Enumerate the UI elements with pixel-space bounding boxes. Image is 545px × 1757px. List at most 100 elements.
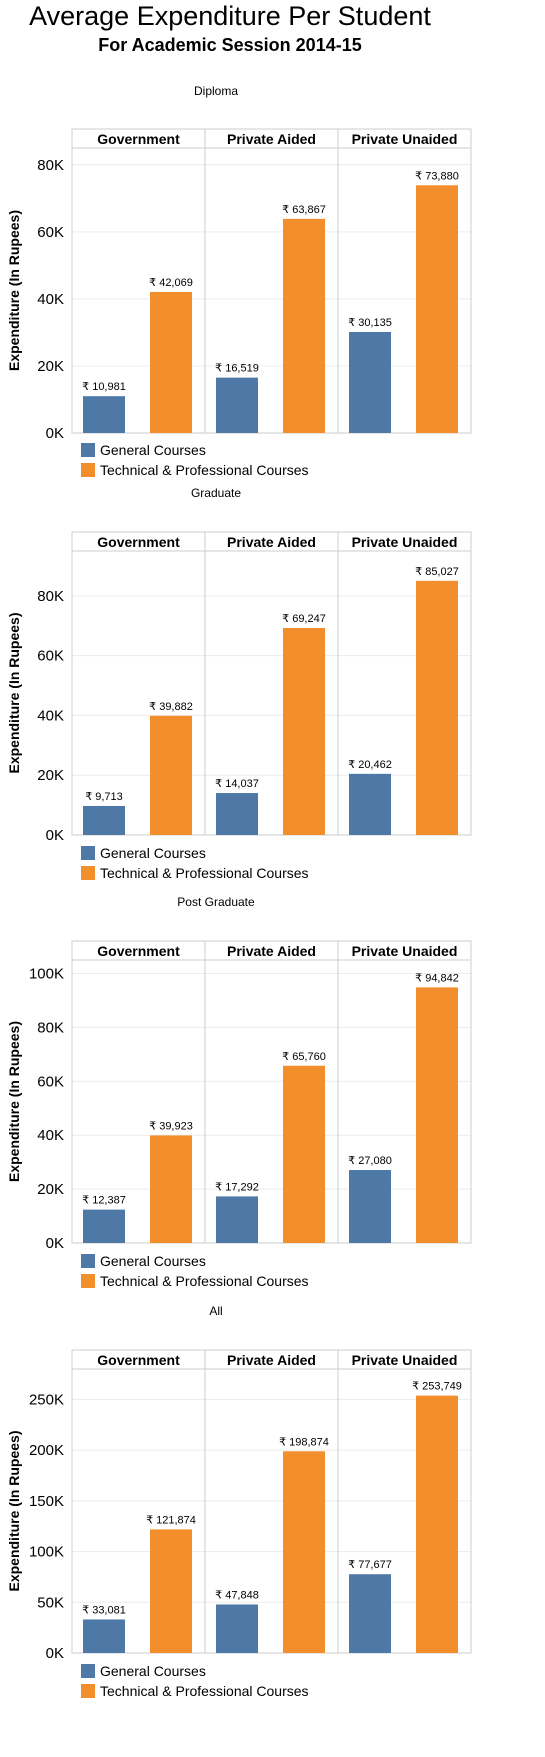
legend-label: Technical & Professional Courses bbox=[100, 462, 309, 478]
data-label: ₹ 16,519 bbox=[215, 363, 259, 375]
data-label: ₹ 27,080 bbox=[348, 1155, 392, 1167]
data-label: ₹ 77,677 bbox=[348, 1559, 392, 1571]
bar bbox=[349, 773, 391, 835]
legend-swatch bbox=[81, 1684, 95, 1698]
data-label: ₹ 17,292 bbox=[215, 1181, 259, 1193]
legend-label: General Courses bbox=[100, 1663, 206, 1679]
plot-area-border bbox=[71, 550, 472, 836]
bar bbox=[416, 1395, 458, 1653]
bar bbox=[349, 1170, 391, 1243]
legend-label: Technical & Professional Courses bbox=[100, 1683, 309, 1699]
data-label: ₹ 39,923 bbox=[149, 1120, 193, 1132]
bar bbox=[150, 1135, 192, 1243]
y-tick-label: 200K bbox=[29, 1442, 64, 1459]
y-tick-label: 80K bbox=[37, 157, 64, 174]
data-label: ₹ 20,462 bbox=[348, 759, 392, 771]
bar bbox=[283, 1451, 325, 1653]
legend-label: Technical & Professional Courses bbox=[100, 865, 309, 881]
category-header: Private Aided bbox=[227, 943, 316, 959]
data-label: ₹ 42,069 bbox=[149, 277, 193, 289]
bar bbox=[216, 377, 258, 433]
legend-label: General Courses bbox=[100, 845, 206, 861]
legend-swatch bbox=[81, 443, 95, 457]
legend-swatch bbox=[81, 1664, 95, 1678]
plot-area-border bbox=[71, 1368, 472, 1654]
category-header: Government bbox=[97, 534, 180, 550]
page-title: Average Expenditure Per Student bbox=[29, 1, 431, 31]
bar bbox=[216, 1604, 258, 1653]
y-axis-label: Expenditure (In Rupees) bbox=[6, 612, 22, 773]
category-header: Government bbox=[97, 943, 180, 959]
y-axis-label: Expenditure (In Rupees) bbox=[6, 210, 22, 371]
data-label: ₹ 14,037 bbox=[215, 778, 259, 790]
category-header: Private Unaided bbox=[352, 131, 458, 147]
bar bbox=[416, 185, 458, 433]
bar bbox=[416, 987, 458, 1243]
bar bbox=[349, 1574, 391, 1653]
data-label: ₹ 12,387 bbox=[82, 1195, 126, 1207]
y-tick-label: 250K bbox=[29, 1391, 64, 1408]
bar bbox=[150, 291, 192, 433]
data-label: ₹ 47,848 bbox=[215, 1589, 259, 1601]
legend-swatch bbox=[81, 1274, 95, 1288]
chart-title: Diploma bbox=[194, 84, 238, 98]
data-label: ₹ 85,027 bbox=[415, 566, 459, 578]
legend-swatch bbox=[81, 1254, 95, 1268]
category-header: Private Unaided bbox=[352, 943, 458, 959]
legend-label: General Courses bbox=[100, 442, 206, 458]
y-tick-label: 60K bbox=[37, 224, 64, 241]
y-tick-label: 20K bbox=[37, 767, 64, 784]
bar bbox=[83, 396, 125, 433]
data-label: ₹ 39,882 bbox=[149, 701, 193, 713]
y-tick-label: 40K bbox=[37, 1127, 64, 1144]
y-axis-label: Expenditure (In Rupees) bbox=[6, 1430, 22, 1591]
bar bbox=[283, 627, 325, 835]
bar bbox=[83, 1619, 125, 1653]
bar bbox=[216, 793, 258, 835]
category-header: Private Unaided bbox=[352, 534, 458, 550]
y-tick-label: 40K bbox=[37, 707, 64, 724]
category-header: Private Aided bbox=[227, 131, 316, 147]
chart-title: Graduate bbox=[191, 486, 241, 500]
y-tick-label: 0K bbox=[46, 425, 64, 442]
legend-label: Technical & Professional Courses bbox=[100, 1273, 309, 1289]
y-tick-label: 40K bbox=[37, 291, 64, 308]
category-header: Government bbox=[97, 1352, 180, 1368]
y-axis-label: Expenditure (In Rupees) bbox=[6, 1021, 22, 1182]
y-tick-label: 100K bbox=[29, 965, 64, 982]
category-header: Private Aided bbox=[227, 534, 316, 550]
y-tick-label: 0K bbox=[46, 1235, 64, 1252]
data-label: ₹ 33,081 bbox=[82, 1604, 126, 1616]
data-label: ₹ 69,247 bbox=[282, 613, 326, 625]
legend-swatch bbox=[81, 866, 95, 880]
data-label: ₹ 30,135 bbox=[348, 317, 392, 329]
data-label: ₹ 10,981 bbox=[82, 381, 126, 393]
bar bbox=[283, 1065, 325, 1243]
y-tick-label: 0K bbox=[46, 827, 64, 844]
bar bbox=[150, 715, 192, 835]
plot-area-border bbox=[71, 147, 472, 434]
y-tick-label: 0K bbox=[46, 1645, 64, 1662]
bar bbox=[283, 218, 325, 433]
chart-title: All bbox=[209, 1304, 222, 1318]
bar bbox=[150, 1529, 192, 1653]
data-label: ₹ 253,749 bbox=[412, 1381, 462, 1393]
category-header: Government bbox=[97, 131, 180, 147]
y-tick-label: 80K bbox=[37, 588, 64, 605]
data-label: ₹ 65,760 bbox=[282, 1051, 326, 1063]
bar bbox=[216, 1196, 258, 1243]
page-subtitle: For Academic Session 2014-15 bbox=[98, 35, 362, 55]
y-tick-label: 20K bbox=[37, 358, 64, 375]
bar bbox=[83, 1209, 125, 1243]
bar bbox=[349, 331, 391, 433]
data-label: ₹ 73,880 bbox=[415, 170, 459, 182]
data-label: ₹ 9,713 bbox=[85, 791, 123, 803]
y-tick-label: 60K bbox=[37, 1073, 64, 1090]
data-label: ₹ 121,874 bbox=[146, 1514, 196, 1526]
bar bbox=[416, 580, 458, 835]
legend-swatch bbox=[81, 463, 95, 477]
y-tick-label: 80K bbox=[37, 1019, 64, 1036]
legend-swatch bbox=[81, 846, 95, 860]
legend-label: General Courses bbox=[100, 1253, 206, 1269]
